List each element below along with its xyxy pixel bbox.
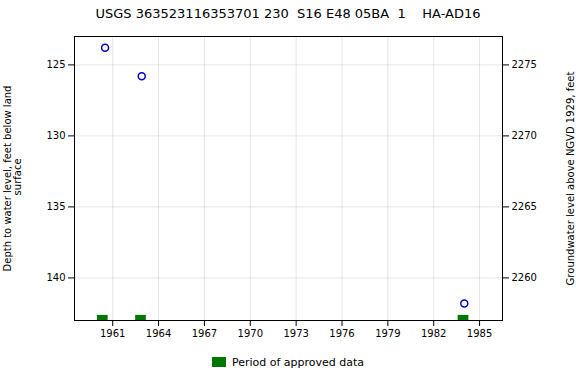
svg-text:2270: 2270: [512, 130, 537, 141]
svg-text:2265: 2265: [512, 201, 537, 212]
svg-text:1973: 1973: [283, 328, 308, 339]
svg-text:2275: 2275: [512, 59, 537, 70]
svg-text:1979: 1979: [375, 328, 400, 339]
svg-text:1985: 1985: [467, 328, 492, 339]
svg-text:1961: 1961: [100, 328, 125, 339]
svg-text:1976: 1976: [329, 328, 354, 339]
html-text:Period of approved data: Period of approved data: [231, 355, 365, 369]
svg-text:2260: 2260: [512, 272, 537, 283]
svg-text:125: 125: [46, 59, 65, 70]
svg-text:135: 135: [46, 201, 65, 212]
svg-text:Depth to water level, feet bel: Depth to water level, feet below land su…: [2, 86, 23, 272]
svg-text:1970: 1970: [238, 328, 263, 339]
svg-text:140: 140: [46, 272, 65, 283]
html-text:USGS 363523116353701 230 S16 E: USGS 363523116353701 230 S16 E48 05BA 1 …: [95, 6, 481, 21]
svg-text:130: 130: [46, 130, 65, 141]
svg-text:Groundwater level above NGVD 1: Groundwater level above NGVD 1929, feet: [565, 72, 576, 286]
svg-text:1982: 1982: [421, 328, 446, 339]
svg-text:1967: 1967: [192, 328, 217, 339]
svg-text:1964: 1964: [146, 328, 171, 339]
